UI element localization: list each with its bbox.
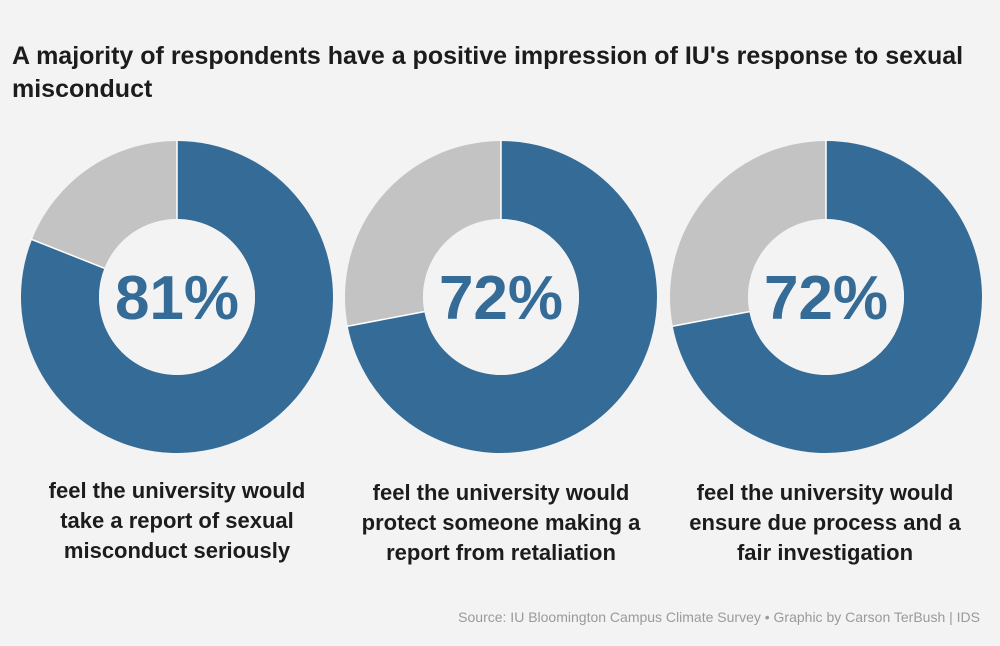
- caption-0: feel the university would take a report …: [48, 478, 306, 563]
- donut-2-remainder-slice: [669, 141, 826, 327]
- donut-1-remainder-slice: [345, 141, 501, 327]
- donut-0: 81%: [21, 140, 334, 454]
- donut-2: 72%: [669, 140, 982, 454]
- donut-0-hole: [99, 219, 255, 375]
- donut-2-positive-slice: [672, 141, 982, 454]
- donut-2-percent-label: 72%: [764, 264, 888, 333]
- donut-0-positive-slice: [21, 141, 334, 454]
- donut-2-hole: [748, 219, 904, 375]
- donut-1-percent-label: 72%: [439, 264, 563, 333]
- donut-0-percent-label: 81%: [115, 264, 239, 333]
- donut-1-positive-slice: [347, 141, 657, 454]
- source-note: Source: IU Bloomington Campus Climate Su…: [458, 609, 980, 625]
- caption-2: feel the university would ensure due pro…: [689, 480, 961, 565]
- donut-1-hole: [423, 219, 579, 375]
- donut-2-separator-1: [671, 310, 750, 328]
- donut-1-separator-1: [346, 310, 425, 328]
- donut-0-remainder-slice: [31, 141, 178, 269]
- chart-title: A majority of respondents have a positiv…: [12, 42, 964, 103]
- donut-0-separator-1: [30, 238, 105, 269]
- donut-1: 72%: [345, 140, 657, 454]
- caption-1: feel the university would protect someon…: [361, 480, 641, 565]
